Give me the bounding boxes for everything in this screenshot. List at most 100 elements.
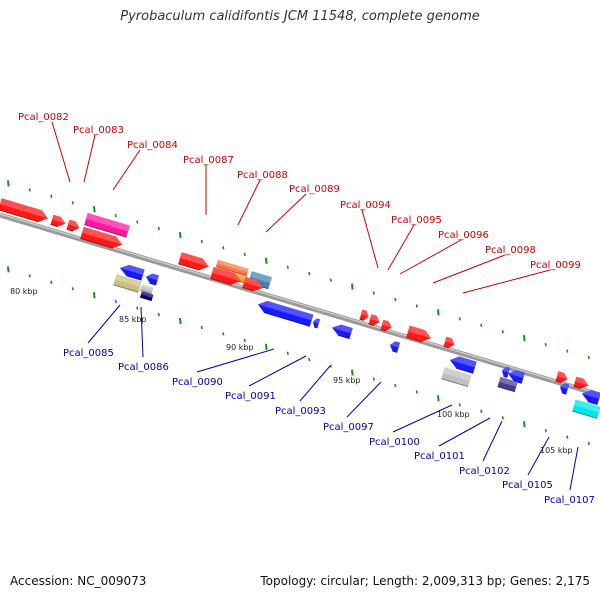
gene-arrow-pcal-0094: [359, 309, 369, 321]
tick-mark: [523, 335, 526, 342]
tick-mark: [93, 292, 96, 299]
tick-mark: [243, 338, 246, 343]
tick-mark: [114, 213, 117, 218]
tick-mark: [114, 299, 117, 304]
tick-mark: [394, 297, 397, 302]
forward-gene-label: Pcal_0083: [73, 125, 124, 136]
gene-arrow-forward: [66, 219, 80, 232]
reverse-leader-line: [438, 417, 491, 447]
tick-mark: [157, 226, 160, 231]
tick-mark: [71, 201, 74, 205]
forward-leader-line: [387, 224, 415, 271]
tick-mark: [437, 309, 440, 316]
reverse-leader-line: [299, 365, 331, 402]
gene-arrow-reverse: [146, 273, 159, 286]
gene-arrow-reverse: [120, 265, 145, 281]
forward-leader-line: [399, 239, 462, 275]
tick-mark: [7, 266, 10, 273]
tick-mark: [587, 441, 590, 446]
gene-arrow-pcal-0096: [380, 319, 392, 332]
gene-block-pcal-0100: [441, 367, 472, 388]
tick-mark: [308, 358, 311, 362]
gene-arrow-forward: [242, 276, 264, 292]
forward-leader-line: [51, 121, 71, 183]
scale-label: 95 kbp: [333, 376, 361, 385]
gene-arrow-forward: [210, 266, 241, 286]
gene-arrow-pcal-0105: [560, 383, 570, 395]
gene-arrow-pcal-0098: [406, 325, 431, 343]
forward-gene-label: Pcal_0089: [289, 184, 340, 195]
tick-mark: [501, 416, 504, 420]
tick-mark: [50, 194, 53, 198]
gene-arrow-pcal-0090: [258, 300, 314, 327]
reverse-leader-line: [87, 304, 121, 344]
tick-mark: [136, 220, 139, 224]
reverse-leader-line: [527, 436, 550, 476]
tick-mark: [28, 188, 31, 192]
tick-mark: [372, 377, 375, 381]
forward-gene-label: Pcal_0098: [485, 245, 536, 256]
gene-features: [0, 198, 600, 419]
gene-block-grey: [139, 284, 154, 295]
reverse-gene-label: Pcal_0091: [225, 391, 276, 402]
tick-mark: [458, 403, 461, 407]
gene-block-pcal-0083: [84, 213, 130, 238]
gene-block-pcal-0088a: [215, 259, 249, 277]
gene-arrow-forward: [50, 214, 66, 228]
tick-mark: [7, 180, 10, 187]
tick-mark: [437, 395, 440, 402]
tick-mark: [265, 257, 268, 264]
tick-mark: [200, 239, 203, 244]
tick-mark: [480, 409, 483, 413]
forward-gene-label: Pcal_0096: [438, 230, 489, 241]
tick-row-top: [7, 180, 590, 360]
tick-mark: [28, 274, 31, 278]
forward-leader-line: [83, 134, 96, 183]
label-leaders: [51, 121, 579, 491]
tick-mark: [243, 252, 246, 257]
scale-label: 85 kbp: [119, 315, 147, 324]
tick-mark: [458, 317, 461, 321]
reverse-gene-label: Pcal_0100: [369, 437, 420, 448]
tick-mark: [200, 325, 203, 330]
tick-mark: [222, 246, 225, 250]
reverse-leader-line: [248, 355, 307, 387]
gene-arrow-forward: [573, 376, 589, 389]
forward-gene-label: Pcal_0088: [237, 170, 288, 181]
tick-mark: [587, 355, 590, 360]
tick-mark: [71, 287, 74, 291]
gene-labels: Pcal_0082Pcal_0083Pcal_0084Pcal_0087Pcal…: [18, 112, 595, 506]
tick-mark: [523, 421, 526, 428]
tick-mark: [351, 283, 354, 290]
map-title: Pyrobaculum calidifontis JCM 11548, comp…: [120, 9, 480, 24]
gene-arrow-pcal-0087: [178, 252, 209, 271]
tick-mark: [50, 280, 53, 284]
tick-mark: [308, 272, 311, 276]
tick-mark: [265, 343, 268, 350]
forward-leader-line: [432, 254, 506, 284]
gene-arrow-pcal-0095: [368, 314, 380, 326]
tick-mark: [501, 330, 504, 334]
reverse-gene-label: Pcal_0093: [275, 406, 326, 417]
tick-mark: [566, 435, 569, 439]
gene-block-pcal-0107: [572, 399, 600, 419]
tick-mark: [415, 390, 418, 394]
scale-label: 100 kbp: [437, 410, 470, 419]
gene-arrow-pcal-0097: [390, 341, 401, 353]
reverse-gene-label: Pcal_0101: [414, 451, 465, 462]
tick-mark: [415, 304, 418, 308]
reverse-leader-line: [482, 420, 503, 462]
tick-mark: [480, 323, 483, 327]
reverse-leader-line: [346, 381, 382, 418]
tick-mark: [179, 317, 182, 325]
gene-arrow-forward: [555, 371, 568, 384]
tick-mark: [351, 369, 354, 376]
forward-leader-line: [361, 209, 379, 269]
reverse-gene-label: Pcal_0086: [118, 362, 169, 373]
forward-gene-label: Pcal_0082: [18, 112, 69, 123]
tick-mark: [544, 428, 547, 433]
forward-leader-line: [462, 269, 551, 294]
tick-mark: [544, 342, 547, 347]
gene-arrow-forward: [0, 198, 48, 223]
